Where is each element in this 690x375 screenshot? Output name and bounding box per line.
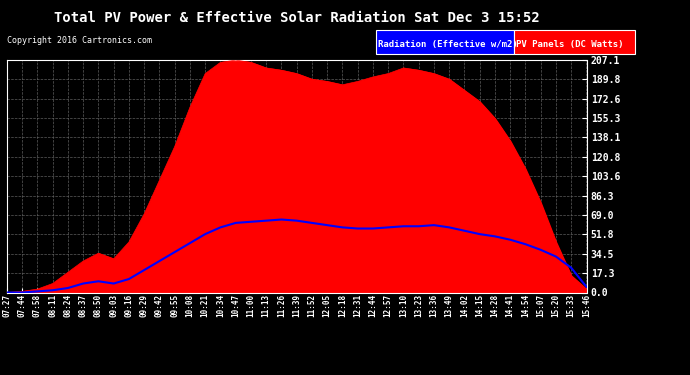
Text: Total PV Power & Effective Solar Radiation Sat Dec 3 15:52: Total PV Power & Effective Solar Radiati… [54,11,540,25]
Text: Radiation (Effective w/m2): Radiation (Effective w/m2) [378,39,518,48]
Text: Copyright 2016 Cartronics.com: Copyright 2016 Cartronics.com [7,36,152,45]
Text: PV Panels (DC Watts): PV Panels (DC Watts) [516,39,624,48]
